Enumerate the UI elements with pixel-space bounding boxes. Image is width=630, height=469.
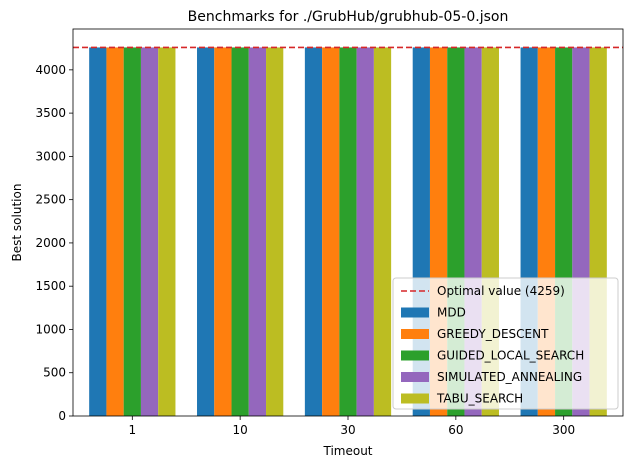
legend-label-mdd: MDD <box>437 306 466 320</box>
plot-frame <box>72 28 624 417</box>
y-tick-label: 4000 <box>35 63 66 77</box>
x-tick-label: 60 <box>448 423 463 437</box>
bar-guided-local-search-1 <box>123 47 141 417</box>
legend: Optimal value (4259) MDD GREEDY_DESCENT GUI… <box>392 277 619 410</box>
bar-guided-local-search-30 <box>339 47 357 417</box>
legend-swatch-greedy-descent <box>401 329 429 339</box>
legend-swatch-guided-local-search <box>401 350 429 361</box>
legend-label-optimal: Optimal value (4259) <box>437 284 565 298</box>
bar-mdd-30 <box>304 47 323 417</box>
legend-label-guided-local-search: GUIDED_LOCAL_SEARCH <box>437 349 584 363</box>
x-tick-label: 30 <box>340 423 355 437</box>
y-tick-label: 1500 <box>35 279 66 293</box>
bar-tabu-search-10 <box>266 47 284 417</box>
bar-greedy-descent-10 <box>214 47 232 417</box>
y-tick-label: 3500 <box>35 106 66 120</box>
legend-swatch-tabu-search <box>401 393 429 404</box>
bar-mdd-10 <box>197 47 215 417</box>
y-tick-label: 2000 <box>35 236 66 250</box>
bar-simulated-annealing-1 <box>140 47 159 417</box>
legend-box <box>392 277 619 410</box>
x-tick-label: 300 <box>552 423 575 437</box>
bar-tabu-search-30 <box>373 47 392 417</box>
bar-greedy-descent-1 <box>106 47 124 417</box>
bar-greedy-descent-30 <box>322 47 340 417</box>
y-tick-label: 1000 <box>35 322 66 336</box>
legend-swatch-simulated-annealing <box>401 372 429 382</box>
legend-label-greedy-descent: GREEDY_DESCENT <box>437 327 549 341</box>
legend-swatch-mdd <box>401 307 429 318</box>
bar-simulated-annealing-30 <box>356 47 374 417</box>
y-tick-label: 2500 <box>35 193 66 207</box>
bar-simulated-annealing-10 <box>248 47 267 417</box>
x-tick-label: 10 <box>233 423 248 437</box>
legend-label-simulated-annealing: SIMULATED_ANNEALING <box>437 370 582 384</box>
bar-guided-local-search-10 <box>231 47 249 417</box>
y-axis-label: Best solution <box>10 184 24 262</box>
chart-title: Benchmarks for ./GrubHub/grubhub-05-0.js… <box>188 9 509 25</box>
y-tick-label: 0 <box>58 409 66 423</box>
bar-tabu-search-1 <box>158 47 176 417</box>
y-tick-label: 3000 <box>35 149 66 163</box>
legend-label-tabu-search: TABU_SEARCH <box>436 392 523 406</box>
y-tick-label: 500 <box>43 366 66 380</box>
bar-mdd-1 <box>89 47 107 417</box>
x-axis-label: Timeout <box>322 444 372 458</box>
x-tick-label: 1 <box>128 423 136 437</box>
